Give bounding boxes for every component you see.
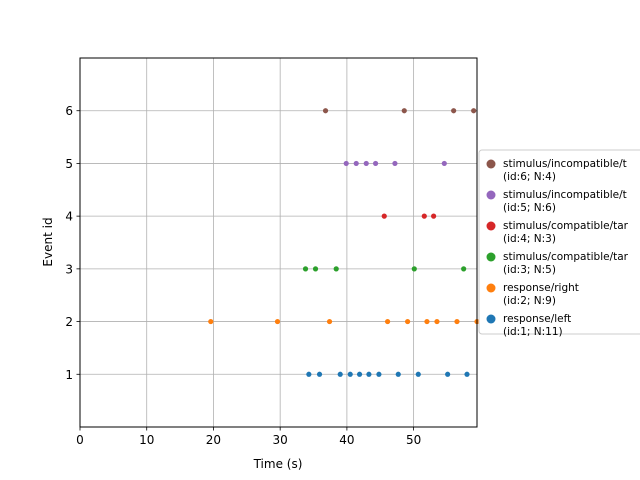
event-point: [366, 371, 372, 377]
y-axis-ticks: 1 2 3 4 5 6: [65, 104, 80, 382]
event-point: [434, 318, 440, 325]
legend-label: response/left: [503, 313, 571, 325]
event-point: [392, 160, 398, 167]
legend-label: stimulus/compatible/tar: [503, 251, 629, 263]
legend-marker: [486, 159, 496, 169]
x-tick-label: 0: [76, 433, 84, 447]
event-point: [431, 213, 437, 219]
legend-sublabel: (id:5; N:6): [503, 202, 556, 214]
x-axis-label: Time (s): [253, 457, 303, 471]
event-point: [411, 266, 417, 272]
y-tick-label: 1: [65, 368, 73, 382]
x-tick-label: 40: [339, 433, 354, 447]
event-point: [274, 318, 281, 325]
plot-frame: [79, 57, 478, 428]
event-point: [356, 371, 363, 377]
event-point: [322, 108, 329, 114]
y-axis-label: Event id: [41, 217, 55, 266]
event-point: [302, 266, 309, 272]
legend-marker: [486, 283, 496, 293]
event-point: [384, 318, 391, 325]
x-axis-ticks: 0 10 20 30 40 50: [76, 427, 421, 447]
legend-marker: [486, 221, 496, 231]
y-tick-label: 5: [65, 157, 73, 171]
event-point: [376, 371, 382, 377]
legend-label: stimulus/compatible/tar: [503, 220, 629, 232]
event-point: [347, 371, 353, 377]
legend-label: stimulus/incompatible/t: [503, 189, 627, 201]
event-point: [464, 371, 470, 377]
event-point: [381, 213, 387, 219]
x-tick-label: 30: [273, 433, 288, 447]
legend-sublabel: (id:2; N:9): [503, 295, 556, 307]
event-point: [208, 318, 214, 325]
y-tick-label: 2: [65, 315, 73, 329]
y-tick-label: 6: [65, 104, 73, 118]
event-point: [353, 160, 359, 167]
event-point: [441, 160, 447, 167]
event-point: [306, 371, 312, 377]
data-points: [208, 108, 480, 377]
event-point: [333, 266, 339, 272]
event-point: [326, 318, 333, 325]
event-point: [316, 371, 323, 377]
event-point: [471, 108, 477, 114]
x-tick-label: 20: [206, 433, 221, 447]
legend: stimulus/incompatible/t(id:6; N:4)stimul…: [478, 149, 640, 338]
legend-marker: [486, 190, 496, 200]
legend-box: [478, 149, 640, 335]
event-point: [337, 371, 343, 377]
event-point: [343, 160, 349, 167]
x-tick-label: 10: [139, 433, 154, 447]
event-point: [451, 108, 457, 114]
legend-sublabel: (id:3; N:5): [503, 264, 556, 276]
grid-lines: [79, 58, 477, 427]
event-point: [372, 160, 379, 167]
y-tick-label: 4: [65, 210, 73, 224]
event-point: [363, 160, 369, 167]
legend-sublabel: (id:6; N:4): [503, 171, 556, 183]
legend-sublabel: (id:1; N:11): [503, 326, 563, 338]
legend-marker: [486, 252, 496, 262]
event-point: [461, 266, 467, 272]
event-point: [405, 318, 411, 325]
legend-label: response/right: [503, 282, 579, 294]
legend-sublabel: (id:4; N:3): [503, 233, 556, 245]
event-point: [395, 371, 401, 377]
event-point: [424, 318, 430, 325]
event-point: [401, 108, 407, 114]
event-point: [421, 213, 427, 219]
event-point: [454, 318, 460, 325]
legend-label: stimulus/incompatible/t: [503, 158, 627, 170]
legend-marker: [486, 314, 496, 324]
y-tick-label: 3: [65, 262, 73, 276]
event-point: [445, 371, 451, 377]
event-point: [312, 266, 319, 272]
x-tick-label: 50: [406, 433, 421, 447]
event-point: [415, 371, 421, 377]
